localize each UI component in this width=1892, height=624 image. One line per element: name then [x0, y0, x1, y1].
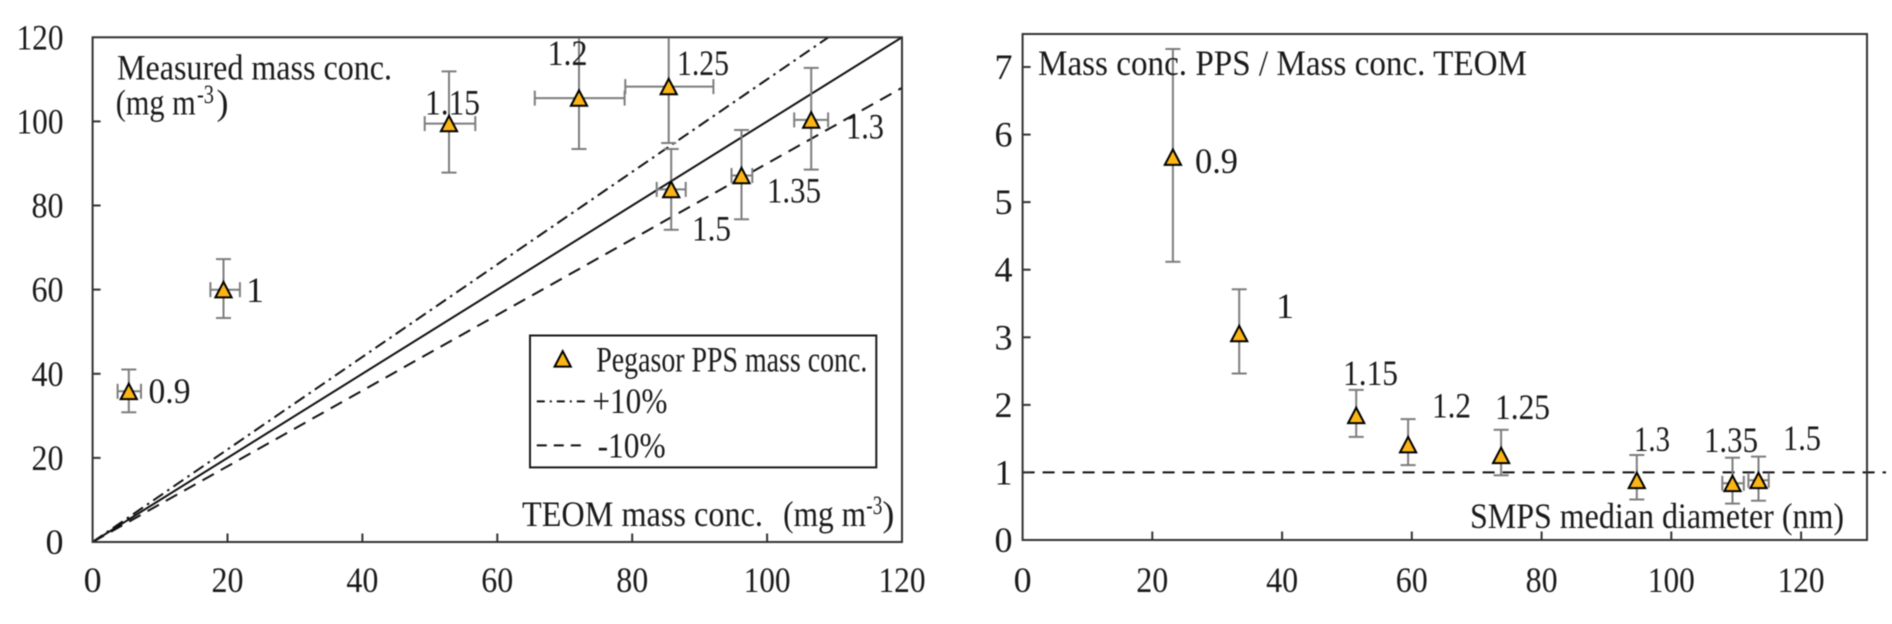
- svg-text:(mg m: (mg m: [116, 83, 196, 123]
- svg-text:1.15: 1.15: [425, 83, 480, 123]
- svg-text:1.5: 1.5: [1783, 418, 1821, 458]
- svg-text:6: 6: [995, 115, 1013, 155]
- svg-text:TEOM mass conc.: TEOM mass conc.: [522, 494, 763, 534]
- svg-text:120: 120: [17, 17, 64, 57]
- svg-text:0: 0: [1014, 560, 1032, 600]
- svg-text:60: 60: [1396, 560, 1428, 600]
- svg-text:40: 40: [1266, 560, 1298, 600]
- svg-text:20: 20: [32, 438, 64, 478]
- svg-text:1: 1: [1276, 286, 1294, 326]
- svg-text:20: 20: [212, 560, 244, 600]
- svg-text:(mg m: (mg m: [783, 494, 866, 534]
- svg-text:0: 0: [995, 520, 1013, 560]
- svg-text:80: 80: [32, 186, 64, 226]
- svg-text:3: 3: [995, 317, 1013, 357]
- svg-text:4: 4: [995, 250, 1013, 290]
- svg-text:): ): [882, 494, 894, 534]
- svg-text:1.25: 1.25: [1495, 387, 1550, 427]
- svg-text:80: 80: [1526, 560, 1558, 600]
- svg-text:0.9: 0.9: [1195, 141, 1238, 181]
- svg-text:60: 60: [32, 270, 64, 310]
- svg-text:Pegasor PPS mass conc.: Pegasor PPS mass conc.: [596, 340, 867, 380]
- svg-text:SMPS median diameter (nm): SMPS median diameter (nm): [1470, 496, 1844, 536]
- svg-text:100: 100: [17, 101, 64, 141]
- svg-text:120: 120: [1778, 560, 1825, 600]
- svg-text:5: 5: [995, 182, 1013, 222]
- svg-text:100: 100: [744, 560, 791, 600]
- svg-text:1: 1: [995, 452, 1013, 492]
- svg-text:80: 80: [616, 560, 648, 600]
- svg-text:Measured mass conc.: Measured mass conc.: [117, 47, 392, 87]
- svg-text:20: 20: [1136, 560, 1168, 600]
- svg-text:7: 7: [995, 47, 1013, 87]
- svg-text:1: 1: [246, 270, 264, 310]
- svg-text:1.3: 1.3: [1634, 419, 1670, 459]
- svg-text:40: 40: [346, 560, 378, 600]
- svg-text:1.5: 1.5: [692, 209, 731, 249]
- svg-text:100: 100: [1648, 560, 1695, 600]
- svg-text:0: 0: [46, 522, 64, 562]
- svg-text:40: 40: [32, 354, 64, 394]
- svg-text:60: 60: [481, 560, 513, 600]
- svg-text:1.35: 1.35: [1704, 420, 1758, 460]
- svg-text:Mass conc. PPS / Mass conc. TE: Mass conc. PPS / Mass conc. TEOM: [1038, 43, 1527, 83]
- svg-text:-3: -3: [866, 491, 882, 520]
- svg-text:2: 2: [995, 385, 1013, 425]
- svg-text:): ): [217, 83, 229, 123]
- svg-text:1.2: 1.2: [1432, 386, 1471, 426]
- svg-text:0.9: 0.9: [149, 371, 191, 411]
- svg-text:+10%: +10%: [592, 381, 667, 421]
- svg-text:-3: -3: [197, 80, 214, 109]
- svg-text:1.2: 1.2: [548, 33, 588, 73]
- svg-text:1.25: 1.25: [677, 43, 729, 83]
- svg-text:1.3: 1.3: [846, 107, 884, 147]
- svg-text:0: 0: [84, 560, 102, 600]
- svg-text:1.15: 1.15: [1343, 353, 1398, 393]
- svg-text:-10%: -10%: [598, 426, 666, 466]
- svg-text:120: 120: [879, 560, 926, 600]
- svg-text:1.35: 1.35: [767, 171, 821, 211]
